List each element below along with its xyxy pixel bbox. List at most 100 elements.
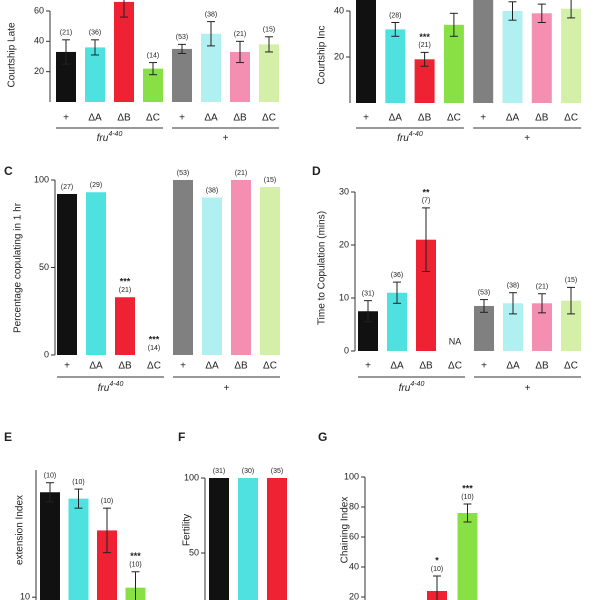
x-tick-label: ΔB [535, 113, 549, 124]
n-label: (15) [565, 277, 577, 284]
bar [531, 13, 552, 103]
n-label: (21) [418, 42, 430, 49]
error-bar [508, 1, 517, 21]
significance: *** [462, 483, 473, 493]
bar [532, 303, 552, 351]
error-bar [120, 0, 128, 18]
y-tick-label: 60 [349, 531, 359, 541]
x-tick-label: + [179, 113, 185, 124]
group-label: + [224, 383, 230, 394]
n-label: (10) [101, 498, 113, 505]
significance: *** [120, 277, 131, 287]
y-tick-label: 30 [339, 186, 349, 196]
note: NA [449, 336, 462, 346]
n-label: (7) [422, 198, 431, 205]
n-label: (30) [242, 468, 254, 475]
group-superscript: 4-40 [109, 381, 123, 388]
bar [414, 59, 435, 103]
panel-letter: G [318, 430, 327, 444]
x-tick-label: ΔA [205, 361, 219, 372]
error-bar [538, 293, 546, 314]
panel-letter: C [4, 164, 13, 178]
y-axis-label: Fertility [182, 514, 193, 546]
error-bar [103, 507, 111, 554]
x-tick-label: ΔC [448, 361, 462, 372]
group-label: fru4-40 [97, 131, 123, 144]
group-label: + [524, 133, 530, 144]
y-tick-label: 50 [39, 262, 49, 272]
x-tick-label: ΔC [146, 113, 160, 124]
n-label: (35) [271, 468, 283, 475]
n-label: (27) [61, 184, 73, 191]
x-tick-label: ΔA [89, 361, 103, 372]
n-label: (53) [478, 289, 490, 296]
panel-letter: F [178, 430, 185, 444]
bar [259, 44, 279, 102]
group-name: + [223, 133, 229, 144]
x-tick-label: ΔC [263, 361, 277, 372]
bar [230, 51, 250, 102]
n-label: (15) [264, 177, 276, 184]
group-name: fru [98, 383, 110, 394]
error-bar [207, 21, 215, 47]
group-name: fru [397, 133, 409, 144]
n-label: (10) [431, 566, 443, 573]
y-tick-label: 10 [20, 592, 30, 600]
n-label: (28) [389, 12, 401, 19]
group-name: + [525, 383, 531, 394]
error-bar [74, 488, 83, 509]
bar [115, 297, 135, 355]
bar [231, 180, 251, 355]
bar [68, 498, 89, 600]
bar [97, 530, 117, 600]
y-axis-label: Chaining Index [340, 497, 351, 564]
n-label: (10) [44, 473, 56, 480]
x-tick-label: ΔC [447, 113, 461, 124]
n-label: (31) [213, 468, 225, 475]
error-bar [420, 51, 429, 67]
x-tick-label: ΔC [564, 113, 578, 124]
x-tick-label: ΔA [506, 361, 520, 372]
x-tick-label: ΔB [418, 113, 432, 124]
y-tick-label: 60 [34, 5, 44, 15]
y-axis-label: extension Index [15, 495, 26, 565]
x-tick-label: ΔB [118, 361, 132, 372]
y-tick-label: 40 [334, 5, 344, 15]
bar [85, 47, 105, 102]
bar [474, 305, 494, 351]
n-label: (21) [234, 31, 246, 38]
x-tick-label: ΔB [117, 113, 131, 124]
y-tick-label: 100 [34, 174, 49, 184]
bar [457, 513, 478, 600]
x-tick-label: + [180, 361, 186, 372]
significance: *** [419, 32, 430, 42]
bar [473, 0, 494, 104]
group-superscript: 4-40 [108, 131, 122, 138]
bar [561, 8, 582, 104]
y-tick-label: 100 [344, 471, 359, 481]
x-tick-label: + [363, 113, 369, 124]
bar [356, 0, 376, 104]
x-tick-label: + [480, 113, 486, 124]
error-bar [393, 281, 401, 304]
error-bar [449, 12, 458, 37]
bar [56, 51, 76, 102]
bar [387, 292, 407, 351]
n-label: (14) [147, 52, 159, 59]
significance: *** [130, 551, 141, 561]
group-superscript: 4-40 [409, 131, 423, 138]
bar [385, 29, 406, 103]
bar [209, 478, 229, 600]
bar [40, 492, 60, 600]
x-tick-label: ΔB [234, 361, 248, 372]
y-tick-label: 80 [349, 501, 359, 511]
x-tick-label: + [365, 361, 371, 372]
significance: *** [149, 334, 160, 344]
bar [416, 239, 436, 351]
group-name: fru [399, 383, 411, 394]
bar [57, 194, 77, 355]
error-bar [537, 3, 546, 23]
bar [114, 1, 134, 102]
bar [260, 187, 280, 355]
bar [267, 478, 287, 600]
